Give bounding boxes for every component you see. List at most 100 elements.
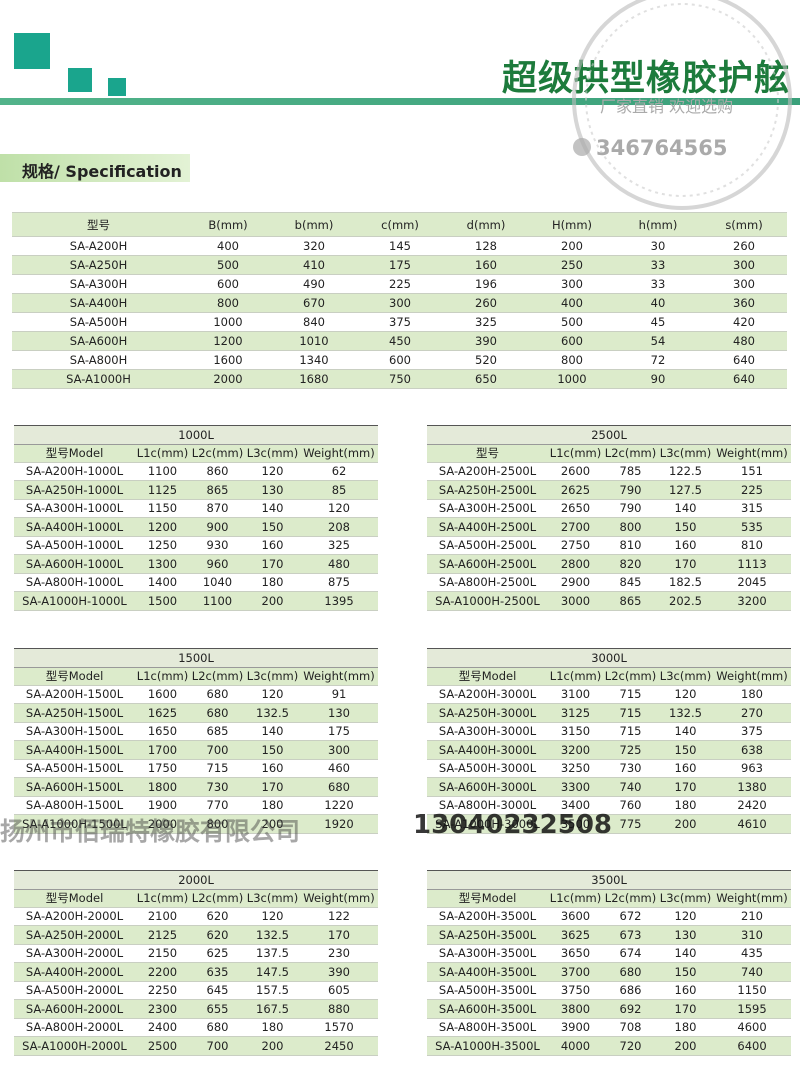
cell: 182.5 <box>658 572 713 592</box>
cell: 715 <box>603 684 658 704</box>
cell: 132.5 <box>245 925 300 945</box>
cell: 810 <box>603 535 658 555</box>
cell: 2450 <box>300 1036 379 1056</box>
cell: 640 <box>701 369 787 389</box>
cell: SA-A300H-2000L <box>14 943 135 963</box>
column-header: d(mm) <box>443 212 529 237</box>
cell: SA-A300H-1000L <box>14 498 135 518</box>
cell: 860 <box>190 461 245 481</box>
cell: 1200 <box>135 517 190 537</box>
column-header: L2c(mm) <box>190 443 245 463</box>
column-header: L3c(mm) <box>245 666 300 686</box>
cell: 120 <box>658 684 713 704</box>
column-header: Weight(mm) <box>713 666 792 686</box>
column-header: L2c(mm) <box>190 888 245 908</box>
column-header: Weight(mm) <box>300 443 379 463</box>
cell: 132.5 <box>245 703 300 723</box>
cell: 775 <box>603 814 658 834</box>
table-row: SA-A800H-3500L 3900 708 180 4600 <box>427 1017 792 1037</box>
cell: 672 <box>603 906 658 926</box>
cell: SA-A800H-2500L <box>427 572 548 592</box>
cell: 200 <box>658 1036 713 1056</box>
cell: 700 <box>190 740 245 760</box>
cell: 3300 <box>548 777 603 797</box>
title-row: 1500L <box>14 648 379 668</box>
cell: 200 <box>658 814 713 834</box>
cell: SA-A600H-3500L <box>427 999 548 1019</box>
table-row: SA-A1000H-1500L 2000 800 200 1920 <box>14 814 379 834</box>
cell: 720 <box>603 1036 658 1056</box>
cell: 3625 <box>548 925 603 945</box>
table-row: SA-A250H-3500L 3625 673 130 310 <box>427 925 792 945</box>
cell: 90 <box>615 369 701 389</box>
cell: 790 <box>603 480 658 500</box>
cell: 2150 <box>135 943 190 963</box>
cell: 686 <box>603 980 658 1000</box>
cell: SA-A300H-3000L <box>427 721 548 741</box>
cell: SA-A500H-2500L <box>427 535 548 555</box>
cell: 1570 <box>300 1017 379 1037</box>
spec-table: 1500L 型号Model L1c(mm) L2c(mm) L3c(mm) Weight(… <box>14 648 379 834</box>
cell: SA-A600H-2000L <box>14 999 135 1019</box>
table-title: 3500L <box>427 870 792 890</box>
cell: 673 <box>603 925 658 945</box>
table-row: SA-A600H-2000L 2300 655 167.5 880 <box>14 999 379 1019</box>
table-row: SA-A300H-2500L 2650 790 140 315 <box>427 498 792 518</box>
table-row: SA-A400H-2500L 2700 800 150 535 <box>427 517 792 537</box>
wechat-icon <box>573 138 591 156</box>
cell: SA-A600H-2500L <box>427 554 548 574</box>
table-row: SA-A300H-3500L 3650 674 140 435 <box>427 943 792 963</box>
stamp <box>572 0 792 210</box>
cell: 692 <box>603 999 658 1019</box>
cell: 45 <box>615 312 701 332</box>
cell: 40 <box>615 293 701 313</box>
section-title: 规格/ Specification <box>22 162 182 181</box>
table-row: SA-A400H-2000L 2200 635 147.5 390 <box>14 962 379 982</box>
cell: 127.5 <box>658 480 713 500</box>
title-row: 2000L <box>14 870 379 890</box>
table-row: SA-A500H 1000 840 375 325 500 45 420 <box>12 312 787 332</box>
cell: 1800 <box>135 777 190 797</box>
column-header: L3c(mm) <box>658 888 713 908</box>
column-header: L1c(mm) <box>135 443 190 463</box>
cell: 175 <box>357 255 443 275</box>
cell: SA-A400H-2500L <box>427 517 548 537</box>
cell: 960 <box>190 554 245 574</box>
cell: 180 <box>658 1017 713 1037</box>
table-row: SA-A500H-2000L 2250 645 157.5 605 <box>14 980 379 1000</box>
table-row: SA-A250H-2000L 2125 620 132.5 170 <box>14 925 379 945</box>
cell: 151 <box>713 461 792 481</box>
cell: 325 <box>300 535 379 555</box>
cell: 4610 <box>713 814 792 834</box>
cell: 500 <box>529 312 615 332</box>
cell: SA-A500H <box>12 312 185 332</box>
table-row: SA-A800H 1600 1340 600 520 800 72 640 <box>12 350 787 370</box>
cell: 1000 <box>529 369 615 389</box>
cell: 170 <box>245 554 300 574</box>
cell: 2250 <box>135 980 190 1000</box>
cell: 147.5 <box>245 962 300 982</box>
column-header: L3c(mm) <box>658 443 713 463</box>
column-header: L2c(mm) <box>603 443 658 463</box>
cell: 157.5 <box>245 980 300 1000</box>
cell: 300 <box>357 293 443 313</box>
section-bar <box>0 154 190 182</box>
cell: 480 <box>300 554 379 574</box>
cell: 930 <box>190 535 245 555</box>
cell: SA-A800H-3000L <box>427 795 548 815</box>
cell: 30 <box>615 236 701 256</box>
cell: 3125 <box>548 703 603 723</box>
deco-square <box>108 78 126 96</box>
cell: 250 <box>529 255 615 275</box>
cell: 260 <box>701 236 787 256</box>
cell: 3000 <box>548 591 603 611</box>
column-header: L1c(mm) <box>548 888 603 908</box>
cell: 620 <box>190 925 245 945</box>
cell: 2000 <box>135 814 190 834</box>
cell: 1125 <box>135 480 190 500</box>
cell: SA-A200H-3000L <box>427 684 548 704</box>
cell: 1040 <box>190 572 245 592</box>
table-row: SA-A400H-1500L 1700 700 150 300 <box>14 740 379 760</box>
cell: 963 <box>713 758 792 778</box>
cell: 535 <box>713 517 792 537</box>
